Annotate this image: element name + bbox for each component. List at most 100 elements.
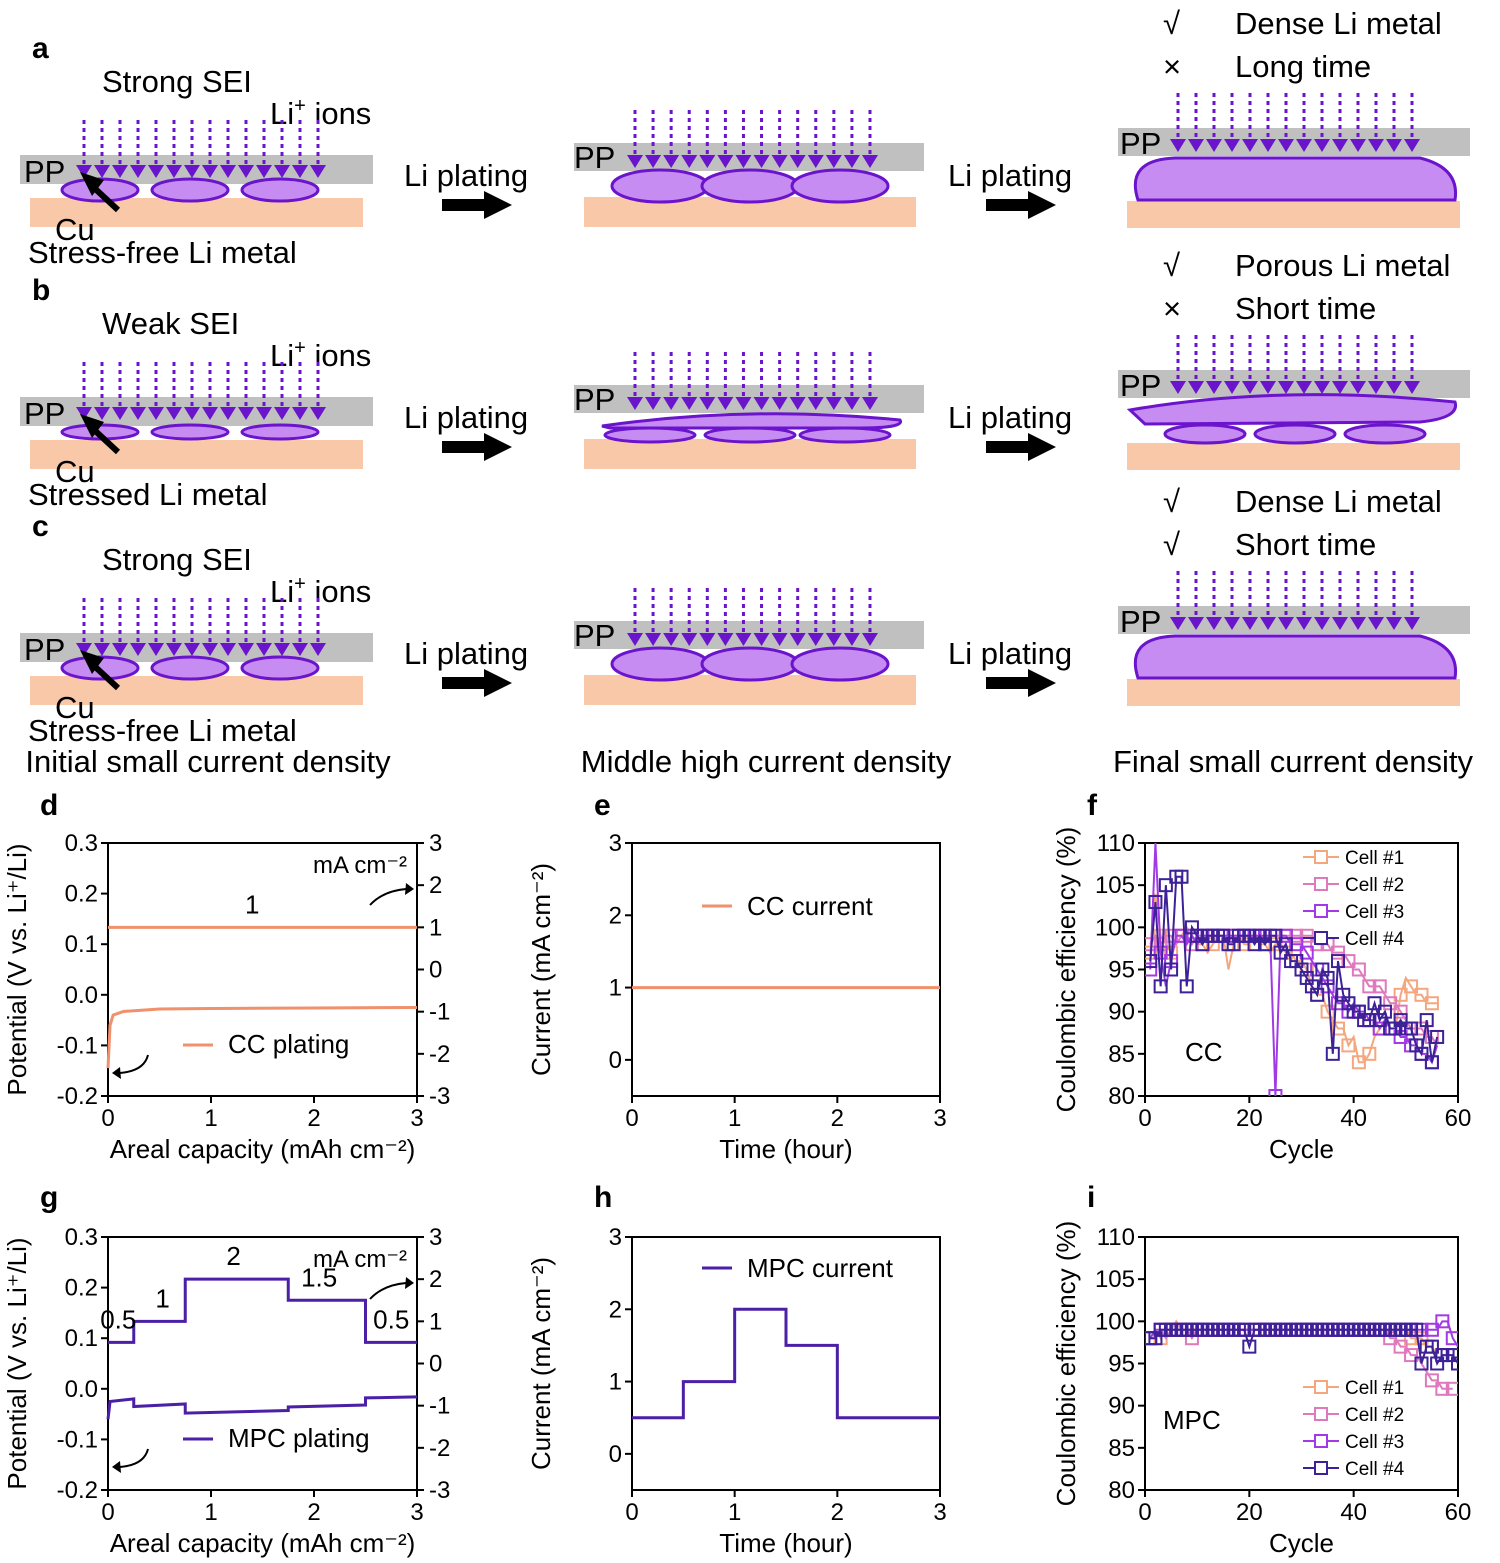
y-tick-label: 95 (1108, 957, 1135, 984)
stage-caption: Final small current density (1113, 744, 1474, 779)
y-tick-label: 90 (1108, 999, 1135, 1026)
panel-label-b: b (32, 274, 50, 307)
curved-arrow-head (112, 1067, 121, 1079)
method-annotation: CC (1185, 1037, 1223, 1067)
chart-h: 0 1 2 30123Time (hour)Current (mA cm⁻²)hMPC… (526, 1181, 947, 1558)
result-label: Dense Li metal (1235, 6, 1442, 41)
y-tick-label: 100 (1095, 914, 1135, 941)
y2-tick-label: -3 (429, 1477, 450, 1504)
panel-label-a: a (32, 32, 49, 65)
result-label: Dense Li metal (1235, 484, 1442, 519)
x-tick-label: 0 (101, 1499, 114, 1526)
li-deposit (242, 657, 318, 679)
check-mark-icon: √ (1163, 484, 1180, 519)
li-plating-label: Li plating (404, 400, 528, 435)
process-arrow (986, 669, 1056, 697)
current-step-label: 0.5 (100, 1304, 136, 1334)
cu-substrate (1127, 201, 1460, 228)
li-porous-bottom (800, 428, 890, 442)
process-arrow (986, 191, 1056, 219)
potential-line (108, 1397, 417, 1419)
legend-marker (1315, 1435, 1327, 1447)
pp-label: PP (1120, 604, 1161, 639)
current-line (632, 1309, 940, 1417)
chart-d: 0 1 2 3-0.2-0.10.00.10.20.3Areal capacity (… (2, 789, 450, 1164)
chart-i: 0 20 40 60 80 85 90 95 100 105 110 Cycle Coulombic e… (1051, 1181, 1471, 1558)
y-tick-label: 105 (1095, 872, 1135, 899)
y2-tick-label: -1 (429, 1393, 450, 1420)
plot-frame (632, 843, 940, 1096)
li-plating-label: Li plating (404, 636, 528, 671)
y-tick-label: -0.2 (57, 1083, 98, 1110)
curved-arrow-head (112, 1461, 121, 1473)
pp-label: PP (574, 140, 615, 175)
y-axis-label: Potential (V vs. Li⁺/Li) (2, 843, 32, 1095)
y-axis-label: Coulombic efficiency (%) (1051, 1221, 1081, 1507)
check-mark-icon: √ (1163, 527, 1180, 562)
y-tick-label: 0.0 (65, 982, 98, 1009)
y-tick-label: 80 (1108, 1477, 1135, 1504)
y-tick-label: 0.0 (65, 1376, 98, 1403)
legend-label: Cell #1 (1345, 848, 1404, 869)
check-mark-icon: √ (1163, 248, 1180, 283)
schematic-row-b: bWeak SEILi+ ionsPPCuStressed Li metalLi… (20, 248, 1470, 512)
y-axis-label: Current (mA cm⁻²) (526, 863, 556, 1076)
legend-marker (1315, 1408, 1327, 1420)
process-arrow (442, 433, 512, 461)
x-tick-label: 0 (625, 1499, 638, 1526)
pp-label: PP (574, 382, 615, 417)
x-tick-label: 40 (1340, 1499, 1367, 1526)
li-ions-label: Li+ ions (270, 337, 371, 373)
panel-label-h: h (594, 1181, 612, 1214)
y2-tick-label: 0 (429, 1351, 442, 1378)
legend-marker (1315, 905, 1327, 917)
x-axis-label: Cycle (1269, 1528, 1334, 1558)
y-tick-label: -0.1 (57, 1426, 98, 1453)
y-tick-label: -0.2 (57, 1477, 98, 1504)
current-step-label: 1.5 (301, 1262, 337, 1292)
result-label: Long time (1235, 49, 1371, 84)
x-tick-label: 0 (625, 1105, 638, 1132)
result-label: Porous Li metal (1235, 248, 1450, 283)
y-tick-label: 85 (1108, 1041, 1135, 1068)
pp-label: PP (574, 618, 615, 653)
legend-marker (1315, 878, 1327, 890)
y-tick-label: 0.2 (65, 881, 98, 908)
cu-substrate (1127, 443, 1460, 470)
y-tick-label: 0.2 (65, 1275, 98, 1302)
y2-tick-label: -1 (429, 999, 450, 1026)
x-tick-label: 0 (1138, 1105, 1151, 1132)
ions-suffix: ions (306, 338, 371, 373)
x-tick-label: 0 (101, 1105, 114, 1132)
li-plating-label: Li plating (948, 636, 1072, 671)
figure: aStrong SEILi+ ionsPPCuStress-free Li me… (0, 0, 1500, 1563)
legend-label: Cell #4 (1345, 1459, 1405, 1480)
x-axis-label: Time (hour) (719, 1528, 852, 1558)
y-tick-label: 2 (609, 1296, 622, 1323)
curved-arrow (370, 889, 406, 905)
legend-marker (1315, 851, 1327, 863)
x-axis-label: Time (hour) (719, 1134, 852, 1164)
y-tick-label: 85 (1108, 1435, 1135, 1462)
li-deposit (792, 648, 888, 680)
current-step-label: 0.5 (373, 1304, 409, 1334)
pp-label: PP (1120, 126, 1161, 161)
panel-label-e: e (594, 789, 611, 822)
current-step-label: 2 (226, 1241, 240, 1271)
li-metal-label: Stress-free Li metal (28, 713, 297, 748)
y2-tick-label: 1 (429, 914, 442, 941)
x-tick-label: 2 (831, 1499, 844, 1526)
pp-label: PP (24, 154, 65, 189)
sei-label: Weak SEI (102, 306, 239, 341)
y-tick-label: 0 (609, 1441, 622, 1468)
y-tick-label: 100 (1095, 1308, 1135, 1335)
li-porous-top (602, 414, 901, 428)
x-tick-label: 2 (831, 1105, 844, 1132)
x-tick-label: 2 (307, 1105, 320, 1132)
y2-tick-label: 2 (429, 872, 442, 899)
pp-label: PP (24, 396, 65, 431)
current-step-line (108, 1279, 417, 1342)
curved-arrow-head (405, 883, 414, 895)
y2-tick-label: -2 (429, 1041, 450, 1068)
x-tick-label: 20 (1236, 1105, 1263, 1132)
